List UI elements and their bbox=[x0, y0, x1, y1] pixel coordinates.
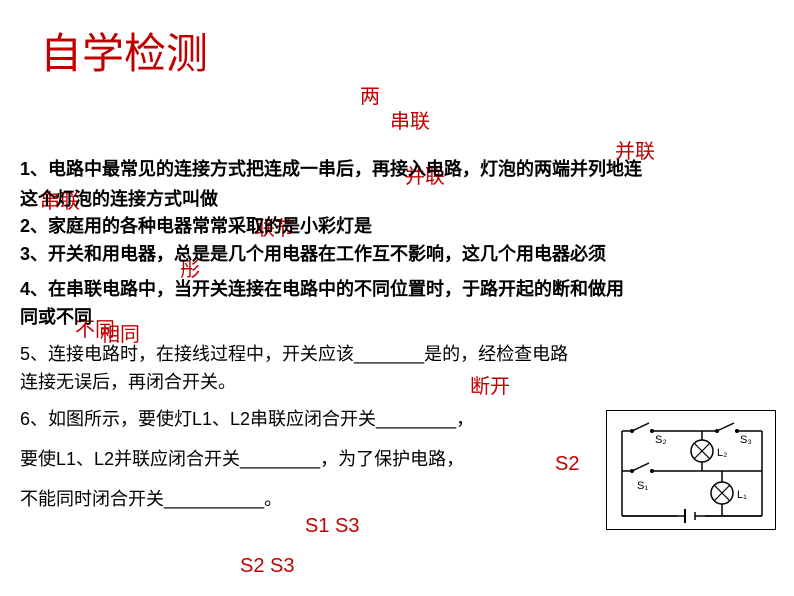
question-2: 2、家庭用的各种电器常常采取的是小彩灯是 bbox=[20, 212, 372, 240]
circuit-svg: S₂ S₃ S₁ L₂ L₁ bbox=[607, 411, 777, 531]
annotation-s2s3: S2 S3 bbox=[240, 555, 294, 578]
question-1a: 1、电路中最常见的连接方式把连成一串后，再接入电路，灯泡的两端并列地连 bbox=[20, 155, 780, 183]
question-6c: 不能同时闭合开关__________。 bbox=[20, 485, 282, 513]
annotation-two: 两 bbox=[360, 80, 380, 109]
annotation-open: 断开 bbox=[470, 370, 510, 399]
circuit-diagram: S₂ S₃ S₁ L₂ L₁ bbox=[606, 410, 776, 530]
annotation-s1s3: S1 S3 bbox=[305, 515, 359, 538]
question-5a: 5、连接电路时，在接线过程中，开关应该_______是的，经检查电路 bbox=[20, 340, 740, 368]
question-1b: 这个灯泡的连接方式叫做 bbox=[20, 185, 218, 213]
label-l2: L₂ bbox=[717, 447, 727, 459]
annotation-series: 串联 bbox=[390, 105, 430, 134]
question-4a: 4、在串联电路中，当开关连接在电路中的不同位置时，于路开起的断和做用 bbox=[20, 275, 780, 303]
question-3: 3、开关和用电器，总是是几个用电器在工作互不影响，这几个用电器必须 bbox=[20, 240, 780, 268]
label-s2: S₂ bbox=[655, 434, 667, 446]
question-6b: 要使L1、L2并联应闭合开关________，为了保护电路， bbox=[20, 445, 580, 473]
label-s3: S₃ bbox=[740, 434, 752, 446]
label-s1: S₁ bbox=[637, 480, 648, 492]
question-5b: 连接无误后，再闭合开关。 bbox=[20, 368, 236, 396]
label-l1: L₁ bbox=[737, 489, 747, 501]
question-4b: 同或不同 bbox=[20, 303, 92, 331]
question-6a: 6、如图所示，要使灯L1、L2串联应闭合开关________， bbox=[20, 405, 620, 433]
page-title: 自学检测 bbox=[40, 20, 208, 81]
